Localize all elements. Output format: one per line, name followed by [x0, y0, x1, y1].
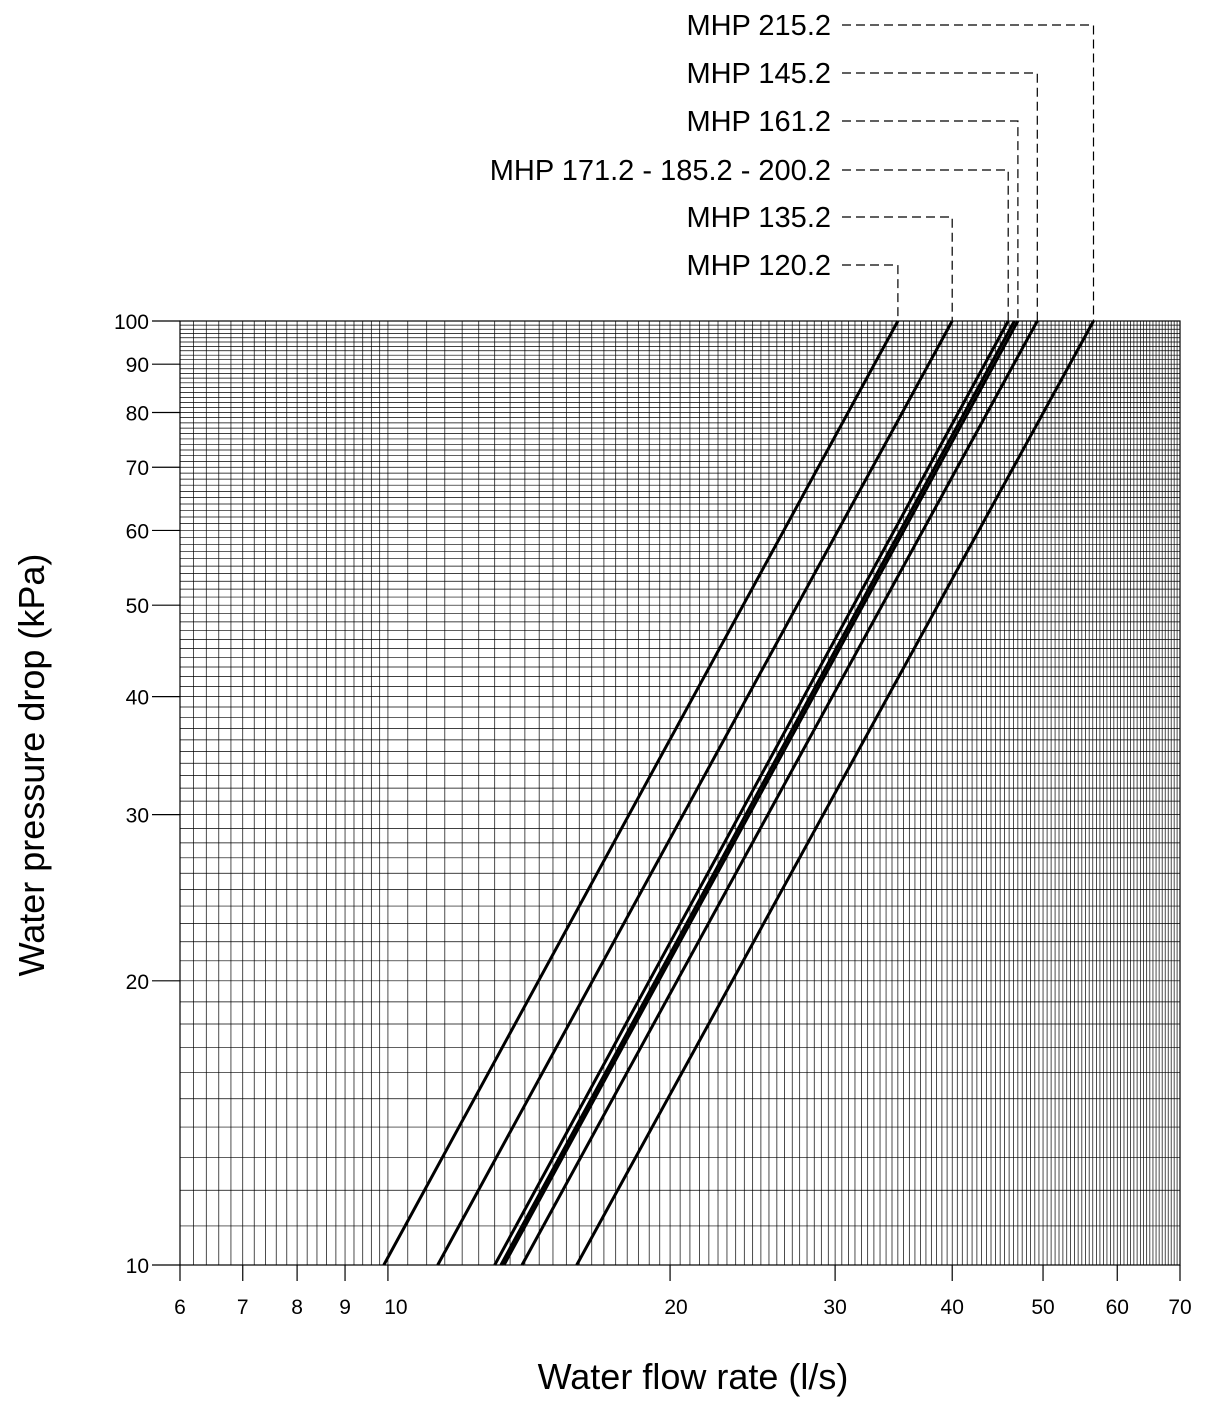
- series-line-1: [384, 321, 898, 1265]
- y-tick-label: 100: [114, 311, 149, 334]
- x-tick-label: 9: [339, 1296, 351, 1319]
- x-tick-label: 6: [174, 1296, 186, 1319]
- series-line-7: [501, 321, 1015, 1265]
- x-tick-label: 50: [1031, 1296, 1054, 1319]
- grid: [180, 321, 1180, 1265]
- y-tick-label: 50: [126, 595, 149, 618]
- y-tick-label: 90: [126, 354, 149, 377]
- series-lines: [384, 321, 1094, 1265]
- x-tick-label: 30: [823, 1296, 846, 1319]
- y-axis-title: Water pressure drop (kPa): [11, 554, 52, 977]
- series-label-leader: [842, 265, 898, 321]
- y-tick-label: 30: [126, 805, 149, 828]
- x-tick-label: 20: [664, 1296, 687, 1319]
- x-tick-label: 7: [237, 1296, 249, 1319]
- series-label-leader: [842, 121, 1018, 321]
- series-label: MHP 145.2: [686, 58, 831, 90]
- series-label: MHP 171.2 - 185.2 - 200.2: [490, 155, 831, 187]
- x-tick-label: 70: [1168, 1296, 1191, 1319]
- y-tick-label: 70: [126, 457, 149, 480]
- y-tick-label: 40: [126, 687, 149, 710]
- series-line-2: [438, 321, 953, 1265]
- series-label-leader: [842, 25, 1094, 321]
- y-tick-label: 10: [126, 1255, 149, 1278]
- series-label-leader: [842, 170, 1008, 321]
- x-tick-label: 60: [1106, 1296, 1129, 1319]
- series-labels: MHP 215.2 MHP 145.2 MHP 161.2 MHP 171.2 - 1…: [490, 10, 1094, 321]
- series-label: MHP 161.2: [686, 106, 831, 138]
- x-tick-label: 40: [941, 1296, 964, 1319]
- series-line-5: [522, 321, 1037, 1265]
- y-tick-label: 60: [126, 520, 149, 543]
- series-label: MHP 135.2: [686, 202, 831, 234]
- series-label: MHP 215.2: [686, 10, 831, 42]
- y-tick-label: 20: [126, 971, 149, 994]
- series-label-leader: [842, 217, 952, 321]
- y-tick-label: 80: [126, 402, 149, 425]
- x-tick-label: 10: [384, 1296, 407, 1319]
- x-ticks: 6 7 8 9 10 20 30 40 50 60 70: [174, 1265, 1192, 1319]
- x-tick-label: 8: [291, 1296, 303, 1319]
- series-label: MHP 120.2: [686, 250, 831, 282]
- y-ticks: 10 20 30 40 50 60 70 80 90 100: [114, 311, 180, 1278]
- x-axis-title: Water flow rate (l/s): [538, 1356, 849, 1397]
